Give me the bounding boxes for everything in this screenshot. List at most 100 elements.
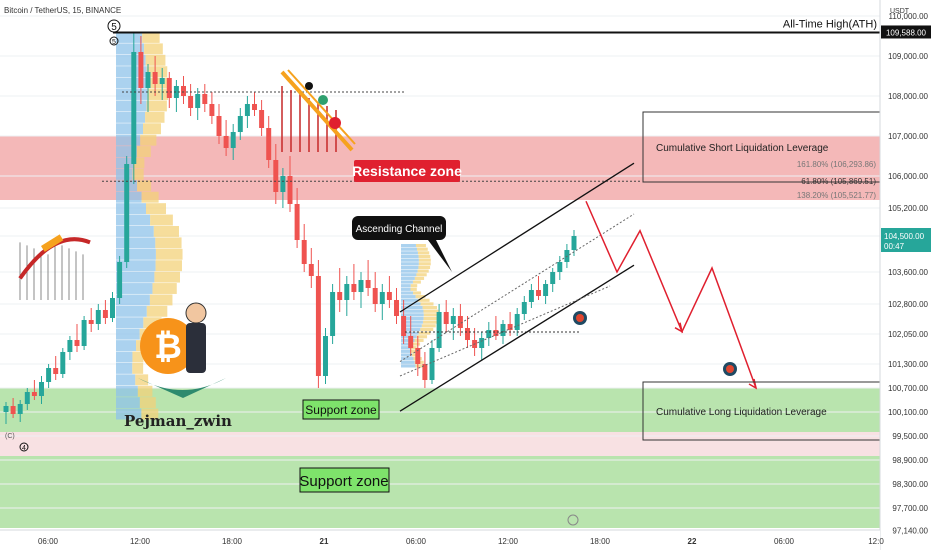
liquidation-label: Cumulative Long Liquidation Leverage [656,407,827,418]
ath-price-label: 109,588.00 [886,28,927,37]
profile-right-sell [418,298,430,302]
time-tick-label: 12:0 [868,537,884,546]
profile-right-sell [420,302,434,306]
price-tick-label: 106,000.00 [888,172,929,181]
candle-body [188,96,194,108]
profile-right-buy [401,316,424,321]
candle-body [259,110,265,128]
profile-right-sell [410,346,417,350]
profile-left-buy [116,385,138,397]
candle-body [457,316,463,328]
countdown-label: 00:47 [884,242,905,251]
candle-body [117,262,123,298]
profile-right-buy [401,338,415,342]
candle-body [500,324,506,336]
profile-left-buy [116,271,155,283]
profile-right-sell [410,349,417,353]
price-tick-label: 107,000.00 [888,132,929,141]
coaster-right-track [287,69,356,145]
ath-label: All-Time High(ATH) [783,18,877,30]
candle-body [74,340,80,346]
channel-bubble [352,216,446,240]
candle-body [131,52,137,164]
chart-header: Bitcoin / TetherUS, 15, BINANCE [4,6,121,15]
price-tick-label: 103,600.00 [888,268,929,277]
profile-left-sell [146,305,168,317]
liquidation-label: Cumulative Short Liquidation Leverage [656,143,829,154]
profile-right-buy [401,353,413,357]
candle-body [287,176,293,204]
candle-body [280,176,286,192]
candle-body [17,404,23,414]
candle-body [521,302,527,314]
profile-right-buy [401,251,418,255]
profile-right-buy [401,309,424,313]
profile-right-buy [401,244,416,248]
profile-left-sell [144,43,163,55]
candle-body [195,94,201,108]
coaster-right-car [305,82,313,90]
profile-left-buy [116,237,156,249]
candle-body [209,104,215,116]
candle-body [550,272,556,284]
wave-circle [107,19,121,33]
profile-right-buy [401,320,423,324]
price-tick-label: 102,050.00 [888,330,929,339]
profile-right-buy [401,254,419,259]
candle-body [443,312,449,324]
zone-support [0,456,880,528]
fib-label: 161.80% (106,293.86) [797,160,877,169]
candle-body [308,264,314,276]
candle-body [95,310,101,324]
profile-right-sell [422,306,437,310]
wave-label: (C) [5,433,15,440]
profile-left-sell [155,248,183,260]
profile-right-sell [416,273,427,277]
profile-right-sell [418,262,431,266]
profile-right-sell [423,313,440,317]
profile-left-sell [133,157,145,169]
profile-left-sell [149,294,173,306]
profile-left-sell [132,168,144,180]
candle-body [422,364,428,380]
current-price-label: 104,500.00 [884,232,925,241]
profile-left-sell [132,351,144,363]
profile-right-buy [401,313,424,317]
profile-right-buy [401,360,415,364]
support-label-box [302,399,380,420]
candle-body [486,330,492,338]
price-tick-label: 101,300.00 [888,360,929,369]
time-tick-label: 12:00 [498,537,519,546]
support-label-box [299,467,390,493]
time-tick-label: 06:00 [38,537,59,546]
avatar-body [186,323,206,373]
profile-right-buy [401,364,416,368]
candle-body [557,262,563,272]
profile-right-buy [401,298,419,302]
support-label: Support zone [305,403,377,417]
profile-left-buy [116,32,143,43]
profile-right-buy [401,258,419,262]
profile-right-sell [417,251,430,255]
profile-right-sell [414,338,424,342]
candle-body [39,382,44,396]
time-tick-label: 06:00 [774,537,795,546]
candle-body [528,290,534,302]
profile-right-sell [413,291,422,295]
profile-right-sell [415,364,426,368]
candle-body [408,336,414,348]
profile-left-sell [155,237,182,249]
candle-body [507,324,513,330]
profile-left-buy [116,362,133,374]
coaster-right-car [329,117,341,129]
profile-right-buy [401,247,418,251]
price-tick-label: 97,140.00 [892,526,928,535]
candle-body [450,316,456,324]
profile-left-buy [116,351,133,363]
profile-left-sell [155,260,182,272]
bitcoin-icon [140,318,196,374]
profile-right-buy [401,342,413,346]
profile-right-sell [423,309,439,313]
